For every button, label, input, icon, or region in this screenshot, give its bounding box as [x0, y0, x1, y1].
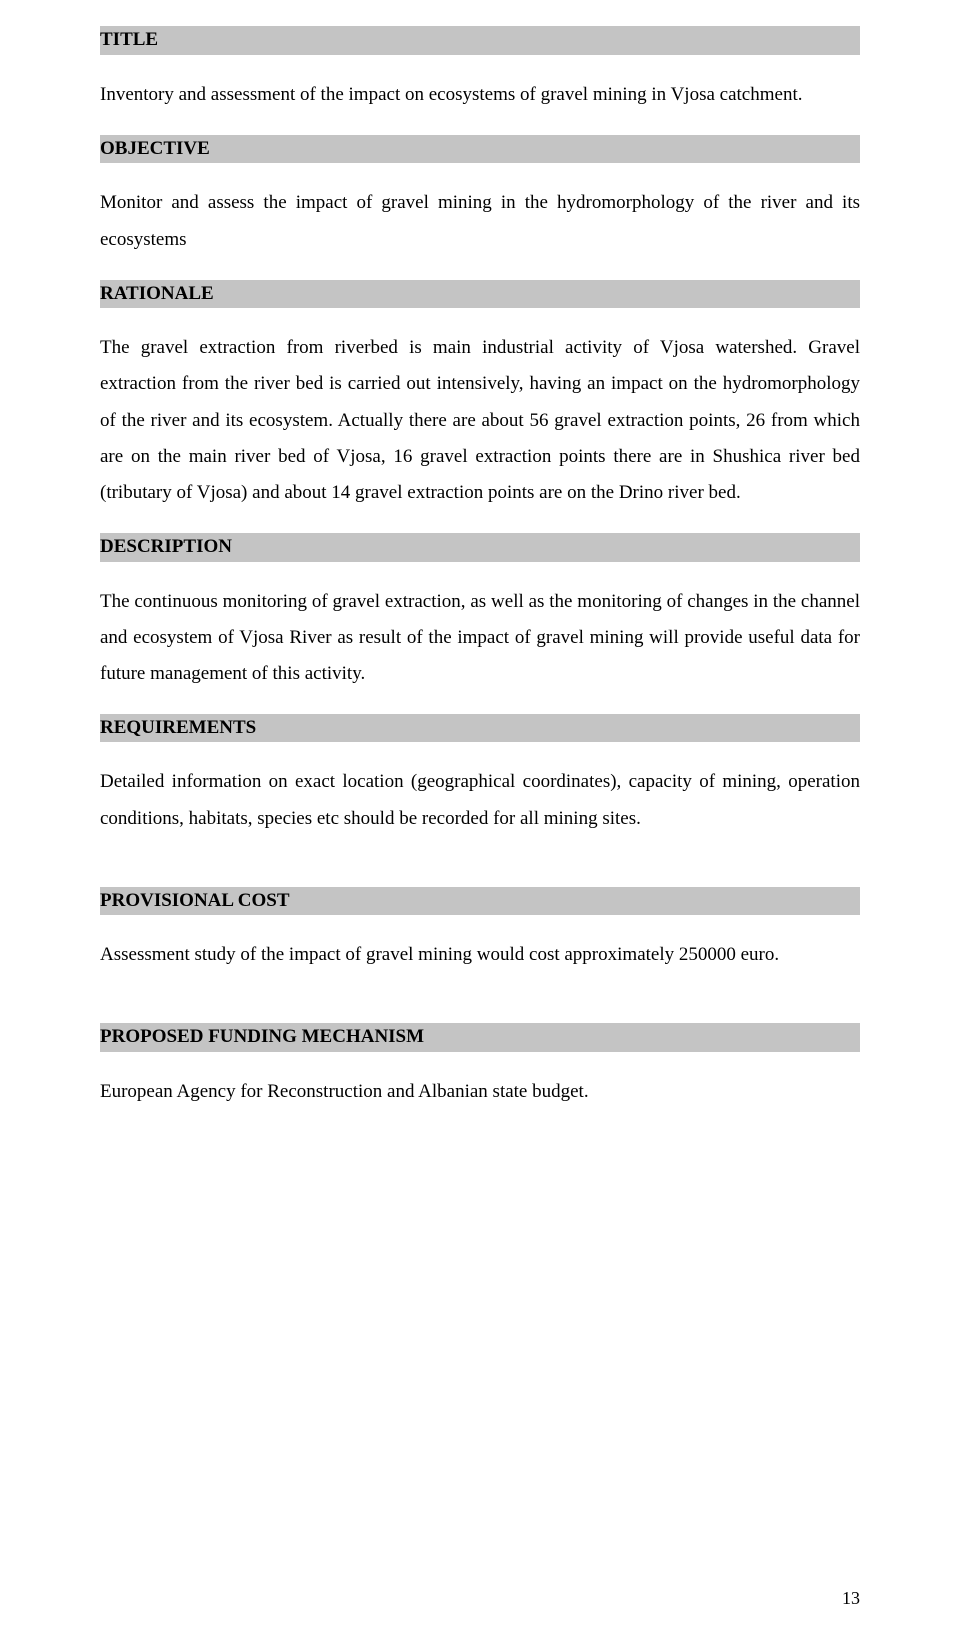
section-heading-proposed-funding: PROPOSED FUNDING MECHANISM — [100, 1023, 860, 1052]
section-body-provisional-cost: Assessment study of the impact of gravel… — [100, 937, 860, 973]
page-number: 13 — [842, 1588, 860, 1609]
section-heading-description: DESCRIPTION — [100, 533, 860, 562]
section-body-rationale: The gravel extraction from riverbed is m… — [100, 330, 860, 510]
section-heading-objective: OBJECTIVE — [100, 135, 860, 164]
section-body-description: The continuous monitoring of gravel extr… — [100, 584, 860, 692]
section-heading-requirements: REQUIREMENTS — [100, 714, 860, 743]
section-heading-rationale: RATIONALE — [100, 280, 860, 309]
section-heading-title: TITLE — [100, 26, 860, 55]
section-heading-provisional-cost: PROVISIONAL COST — [100, 887, 860, 916]
section-body-objective: Monitor and assess the impact of gravel … — [100, 185, 860, 257]
section-body-requirements: Detailed information on exact location (… — [100, 764, 860, 836]
section-body-proposed-funding: European Agency for Reconstruction and A… — [100, 1074, 860, 1110]
document-page: TITLE Inventory and assessment of the im… — [0, 0, 960, 1637]
section-body-title: Inventory and assessment of the impact o… — [100, 77, 860, 113]
